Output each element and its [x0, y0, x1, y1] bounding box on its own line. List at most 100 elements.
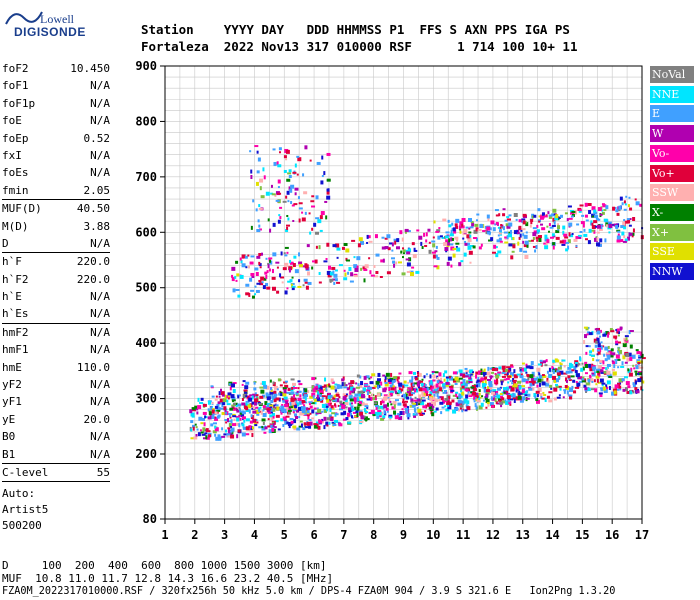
echo-dot: [202, 403, 207, 407]
echo-dot: [277, 186, 280, 189]
echo-dot: [614, 358, 619, 361]
echo-dot: [623, 341, 626, 344]
echo-dot: [368, 240, 373, 243]
echo-dot: [626, 357, 630, 362]
echo-dot: [313, 222, 317, 227]
echo-dot: [241, 416, 246, 420]
echo-dot: [488, 239, 493, 242]
echo-dot: [338, 264, 343, 267]
echo-dot: [340, 412, 345, 416]
echo-dot: [579, 357, 582, 362]
param-row: h`Es N/A: [2, 305, 110, 322]
echo-dot: [635, 365, 639, 370]
echo-dot: [594, 215, 599, 219]
echo-dot: [538, 372, 541, 376]
echo-dot: [208, 411, 212, 416]
echo-dot: [286, 287, 289, 290]
echo-dot: [607, 345, 610, 349]
echo-dot: [494, 209, 499, 212]
echo-dot: [224, 419, 229, 422]
echo-dot: [291, 285, 296, 288]
echo-dot: [497, 398, 502, 402]
echo-dot: [245, 433, 250, 436]
echo-dot: [502, 213, 506, 217]
echo-dot: [468, 377, 471, 380]
legend-item: X+: [650, 223, 694, 241]
echo-dot: [189, 409, 193, 414]
echo-dot: [551, 233, 555, 237]
echo-dot: [325, 257, 328, 260]
echo-dot: [442, 373, 445, 378]
echo-dot: [370, 376, 373, 379]
echo-dot: [352, 411, 356, 414]
echo-dot: [466, 380, 469, 384]
echo-dot: [355, 382, 358, 385]
echo-dot: [288, 268, 291, 273]
echo-dot: [232, 403, 236, 406]
echo-dot: [316, 397, 321, 402]
echo-dot: [605, 367, 608, 370]
echo-dot: [270, 408, 274, 411]
echo-dot: [495, 246, 498, 249]
echo-dot: [407, 230, 411, 233]
echo-dot: [220, 391, 225, 396]
echo-dot: [414, 249, 418, 252]
echo-dot: [390, 372, 393, 377]
echo-dot: [387, 395, 392, 398]
echo-dot: [436, 377, 439, 380]
legend-item: Vo-: [650, 144, 694, 162]
echo-dot: [449, 376, 454, 381]
echo-dot: [501, 375, 506, 378]
param-value: N/A: [90, 430, 110, 444]
echo-dot: [326, 188, 330, 192]
echo-dot: [236, 273, 240, 277]
echo-dot: [375, 253, 380, 257]
echo-dot: [332, 244, 337, 248]
echo-dot: [591, 222, 594, 226]
x-tick-label: 3: [221, 528, 228, 542]
echo-dot: [210, 385, 214, 388]
echo-dot: [242, 426, 247, 430]
echo-dot: [606, 380, 611, 385]
echo-dot: [417, 398, 421, 402]
echo-dot: [618, 205, 622, 210]
echo-dot: [590, 229, 595, 232]
echo-dot: [515, 389, 518, 393]
echo-dot: [596, 368, 601, 371]
y-tick-label: 300: [135, 392, 157, 406]
echo-dot: [632, 382, 635, 386]
x-tick-label: 10: [426, 528, 440, 542]
echo-dot: [593, 220, 598, 224]
echo-dot: [585, 364, 589, 369]
echo-dot: [346, 387, 350, 391]
echo-dot: [437, 395, 440, 399]
echo-dot: [283, 408, 287, 412]
echo-dot: [211, 395, 215, 398]
echo-dot: [564, 236, 569, 239]
echo-dot: [221, 394, 225, 397]
echo-dot: [555, 236, 560, 240]
echo-dot: [521, 389, 525, 394]
echo-dot: [229, 386, 232, 391]
param-row: MUF(D) 40.50: [2, 200, 110, 217]
echo-dot: [280, 393, 284, 397]
echo-dot: [288, 175, 292, 179]
echo-dot: [374, 395, 377, 400]
echo-dot: [387, 395, 390, 399]
echo-dot: [497, 387, 502, 391]
echo-dot: [260, 410, 263, 415]
echo-dot: [374, 405, 379, 408]
echo-dot: [476, 213, 480, 216]
echo-dot: [290, 200, 293, 204]
echo-dot: [306, 414, 310, 417]
echo-dot: [376, 415, 380, 419]
echo-dot: [504, 241, 509, 244]
echo-dot: [589, 367, 594, 372]
echo-dot: [598, 335, 601, 338]
echo-dot: [261, 394, 265, 398]
param-row: foEs N/A: [2, 164, 110, 181]
echo-dot: [250, 255, 255, 258]
echo-dot: [558, 394, 561, 397]
echo-dot: [224, 409, 227, 412]
echo-dot: [325, 215, 328, 220]
